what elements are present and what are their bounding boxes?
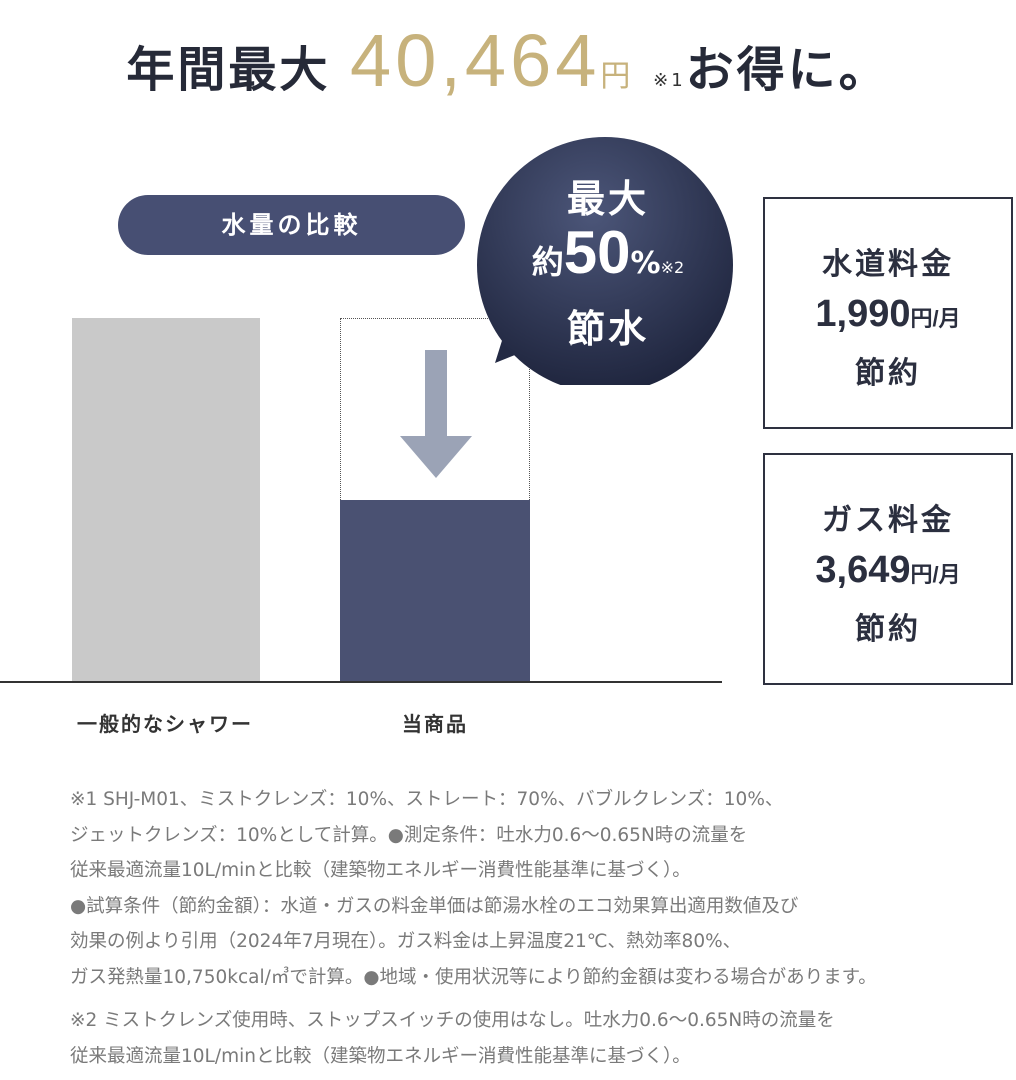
footnote-line: ガス発熱量10,750kcal/㎥で計算。●地域・使用状況等により節約金額は変わ…	[70, 966, 877, 988]
headline-unit: 円	[600, 59, 634, 94]
footnote-line: ジェットクレンズ：10%として計算。●測定条件：吐水力0.6～0.65N時の流量…	[70, 824, 748, 846]
savings-label: 節約	[855, 612, 921, 647]
savings-title: ガス料金	[822, 503, 954, 538]
bubble-value: 50	[563, 219, 631, 286]
bubble-line1: 最大	[566, 177, 649, 221]
footnote-line: 従来最適流量10L/minと比較（建築物エネルギー消費性能基準に基づく）。	[70, 860, 691, 881]
bar-label-product: 当商品	[402, 712, 468, 736]
savings-amount: 1,990	[815, 293, 911, 335]
headline: 年間最大 40,464円 ※1お得に。	[0, 18, 1016, 103]
savings-amount: 3,649	[815, 549, 911, 591]
speech-bubble	[477, 137, 733, 385]
saved-water-outline	[340, 318, 530, 500]
bar-this-product	[340, 500, 530, 682]
footnote-line: ※1 SHJ-M01、ミストクレンズ：10%、ストレート：70%、バブルクレンズ…	[70, 789, 784, 810]
gas-saving-box: ガス料金 3,649円/月 節約	[763, 453, 1013, 685]
bubble-note: ※2	[660, 258, 685, 277]
headline-suffix: お得に。	[685, 42, 890, 98]
headline-amount: 40,464	[350, 19, 601, 102]
bar-standard-shower	[72, 318, 260, 682]
savings-title: 水道料金	[822, 247, 954, 282]
headline-note: ※1	[653, 70, 686, 91]
footnote-line: 従来最適流量10L/minと比較（建築物エネルギー消費性能基準に基づく）。	[70, 1045, 691, 1067]
savings-label: 節約	[855, 356, 921, 391]
bubble-unit: %	[630, 246, 661, 281]
comparison-pill: 水量の比較	[118, 195, 465, 255]
bar-label-standard: 一般的なシャワー	[77, 712, 253, 736]
footnote-line: 効果の例より引用（2024年7月現在）。ガス料金は上昇温度21℃、熱効率80%、	[70, 931, 742, 952]
headline-prefix: 年間最大	[126, 42, 331, 98]
footnote-line: ●試算条件（節約金額）：水道・ガスの料金単価は節湯水栓のエコ効果算出適用数値及び	[70, 895, 799, 917]
bubble-text: 最大 約50%※2 節水	[478, 168, 738, 353]
bubble-line3: 節水	[566, 307, 649, 351]
baseline	[0, 681, 722, 683]
water-saving-box: 水道料金 1,990円/月 節約	[763, 197, 1013, 429]
savings-unit: 円/月	[910, 562, 961, 587]
footnote-line: ※2 ミストクレンズ使用時、ストップスイッチの使用はなし。吐水力0.6～0.65…	[70, 1010, 835, 1031]
footnotes: ※1 SHJ-M01、ミストクレンズ：10%、ストレート：70%、バブルクレンズ…	[70, 782, 1000, 1074]
savings-unit: 円/月	[910, 306, 961, 331]
down-arrow-icon	[400, 350, 472, 478]
bubble-prefix: 約	[531, 243, 564, 281]
